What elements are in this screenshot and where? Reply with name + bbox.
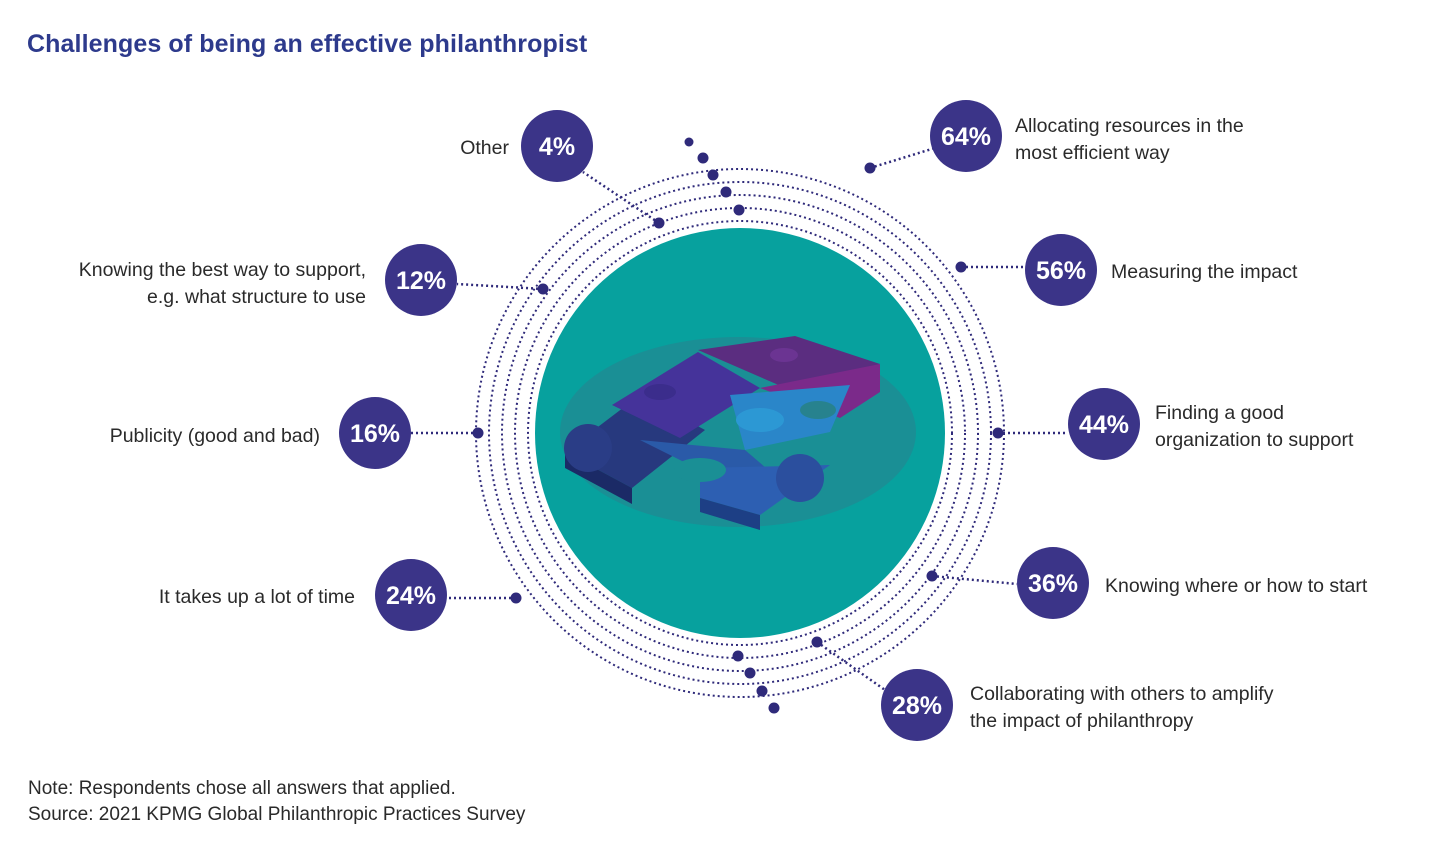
value-label: 36%: [1028, 570, 1078, 598]
connector-dot: [537, 283, 549, 295]
category-label: the impact of philanthropy: [970, 710, 1194, 732]
connector-dot: [864, 162, 876, 174]
connector-line: [869, 146, 936, 170]
category-label: It takes up a lot of time: [159, 586, 355, 608]
connector-line: [931, 574, 1018, 586]
connector-dot: [472, 427, 484, 439]
category-label: Knowing the best way to support,: [79, 259, 366, 281]
puzzle-illustration: [564, 336, 880, 530]
value-label: 24%: [386, 582, 436, 610]
arcs-left: [475, 168, 740, 698]
value-bubble: [881, 669, 953, 741]
callout-collaborating: 28% Collaborating with others to amplify t…: [811, 636, 1274, 741]
connector-dot: [811, 636, 823, 648]
callout-finding: 44% Finding a good organization to support: [992, 388, 1354, 460]
category-label: e.g. what structure to use: [147, 286, 366, 308]
value-label: 56%: [1036, 257, 1086, 285]
value-label: 28%: [892, 692, 942, 720]
value-bubble: [339, 397, 411, 469]
connector-dot: [955, 261, 967, 273]
value-bubble: [375, 559, 447, 631]
category-label: Collaborating with others to amplify: [970, 683, 1274, 705]
category-label: organization to support: [1155, 429, 1354, 451]
connector-line: [816, 640, 886, 692]
callout-time: 24% It takes up a lot of time: [159, 559, 522, 631]
callout-other: 4% Other: [460, 110, 665, 229]
category-label: Allocating resources in the: [1015, 115, 1244, 137]
connector-line: [582, 170, 660, 225]
value-bubble: [1025, 234, 1097, 306]
source-line: Source: 2021 KPMG Global Philanthropic P…: [28, 804, 526, 825]
connector-dot: [926, 570, 938, 582]
category-label: Finding a good: [1155, 402, 1284, 424]
value-bubble: [930, 100, 1002, 172]
note-line: Note: Respondents chose all answers that…: [28, 778, 456, 799]
arc-endpoints: [684, 137, 780, 714]
value-bubble: [385, 244, 457, 316]
value-bubble: [521, 110, 593, 182]
category-label: Other: [460, 137, 509, 159]
value-label: 44%: [1079, 411, 1129, 439]
value-label: 12%: [396, 267, 446, 295]
connector-dot: [510, 592, 522, 604]
connector-dot: [653, 217, 665, 229]
callout-allocating: 64% Allocating resources in the most effic…: [864, 100, 1244, 174]
category-label: most efficient way: [1015, 142, 1170, 164]
category-label: Knowing where or how to start: [1105, 575, 1368, 597]
callout-measuring: 56% Measuring the impact: [955, 234, 1298, 306]
callout-publicity: 16% Publicity (good and bad): [110, 397, 484, 469]
value-label: 4%: [539, 133, 575, 161]
connector-line: [456, 282, 544, 291]
value-bubble: [1068, 388, 1140, 460]
connector-dot: [992, 427, 1004, 439]
value-label: 64%: [941, 123, 991, 151]
chart-note: Note: Respondents chose all answers that…: [28, 776, 525, 828]
callout-where-to-start: 36% Knowing where or how to start: [926, 547, 1368, 619]
value-label: 16%: [350, 420, 400, 448]
category-label: Publicity (good and bad): [110, 425, 320, 447]
callout-best-way: 12% Knowing the best way to support, e.g. …: [79, 244, 549, 316]
category-label: Measuring the impact: [1111, 261, 1298, 283]
chart-title: Challenges of being an effective philant…: [27, 30, 588, 58]
value-bubble: [1017, 547, 1089, 619]
